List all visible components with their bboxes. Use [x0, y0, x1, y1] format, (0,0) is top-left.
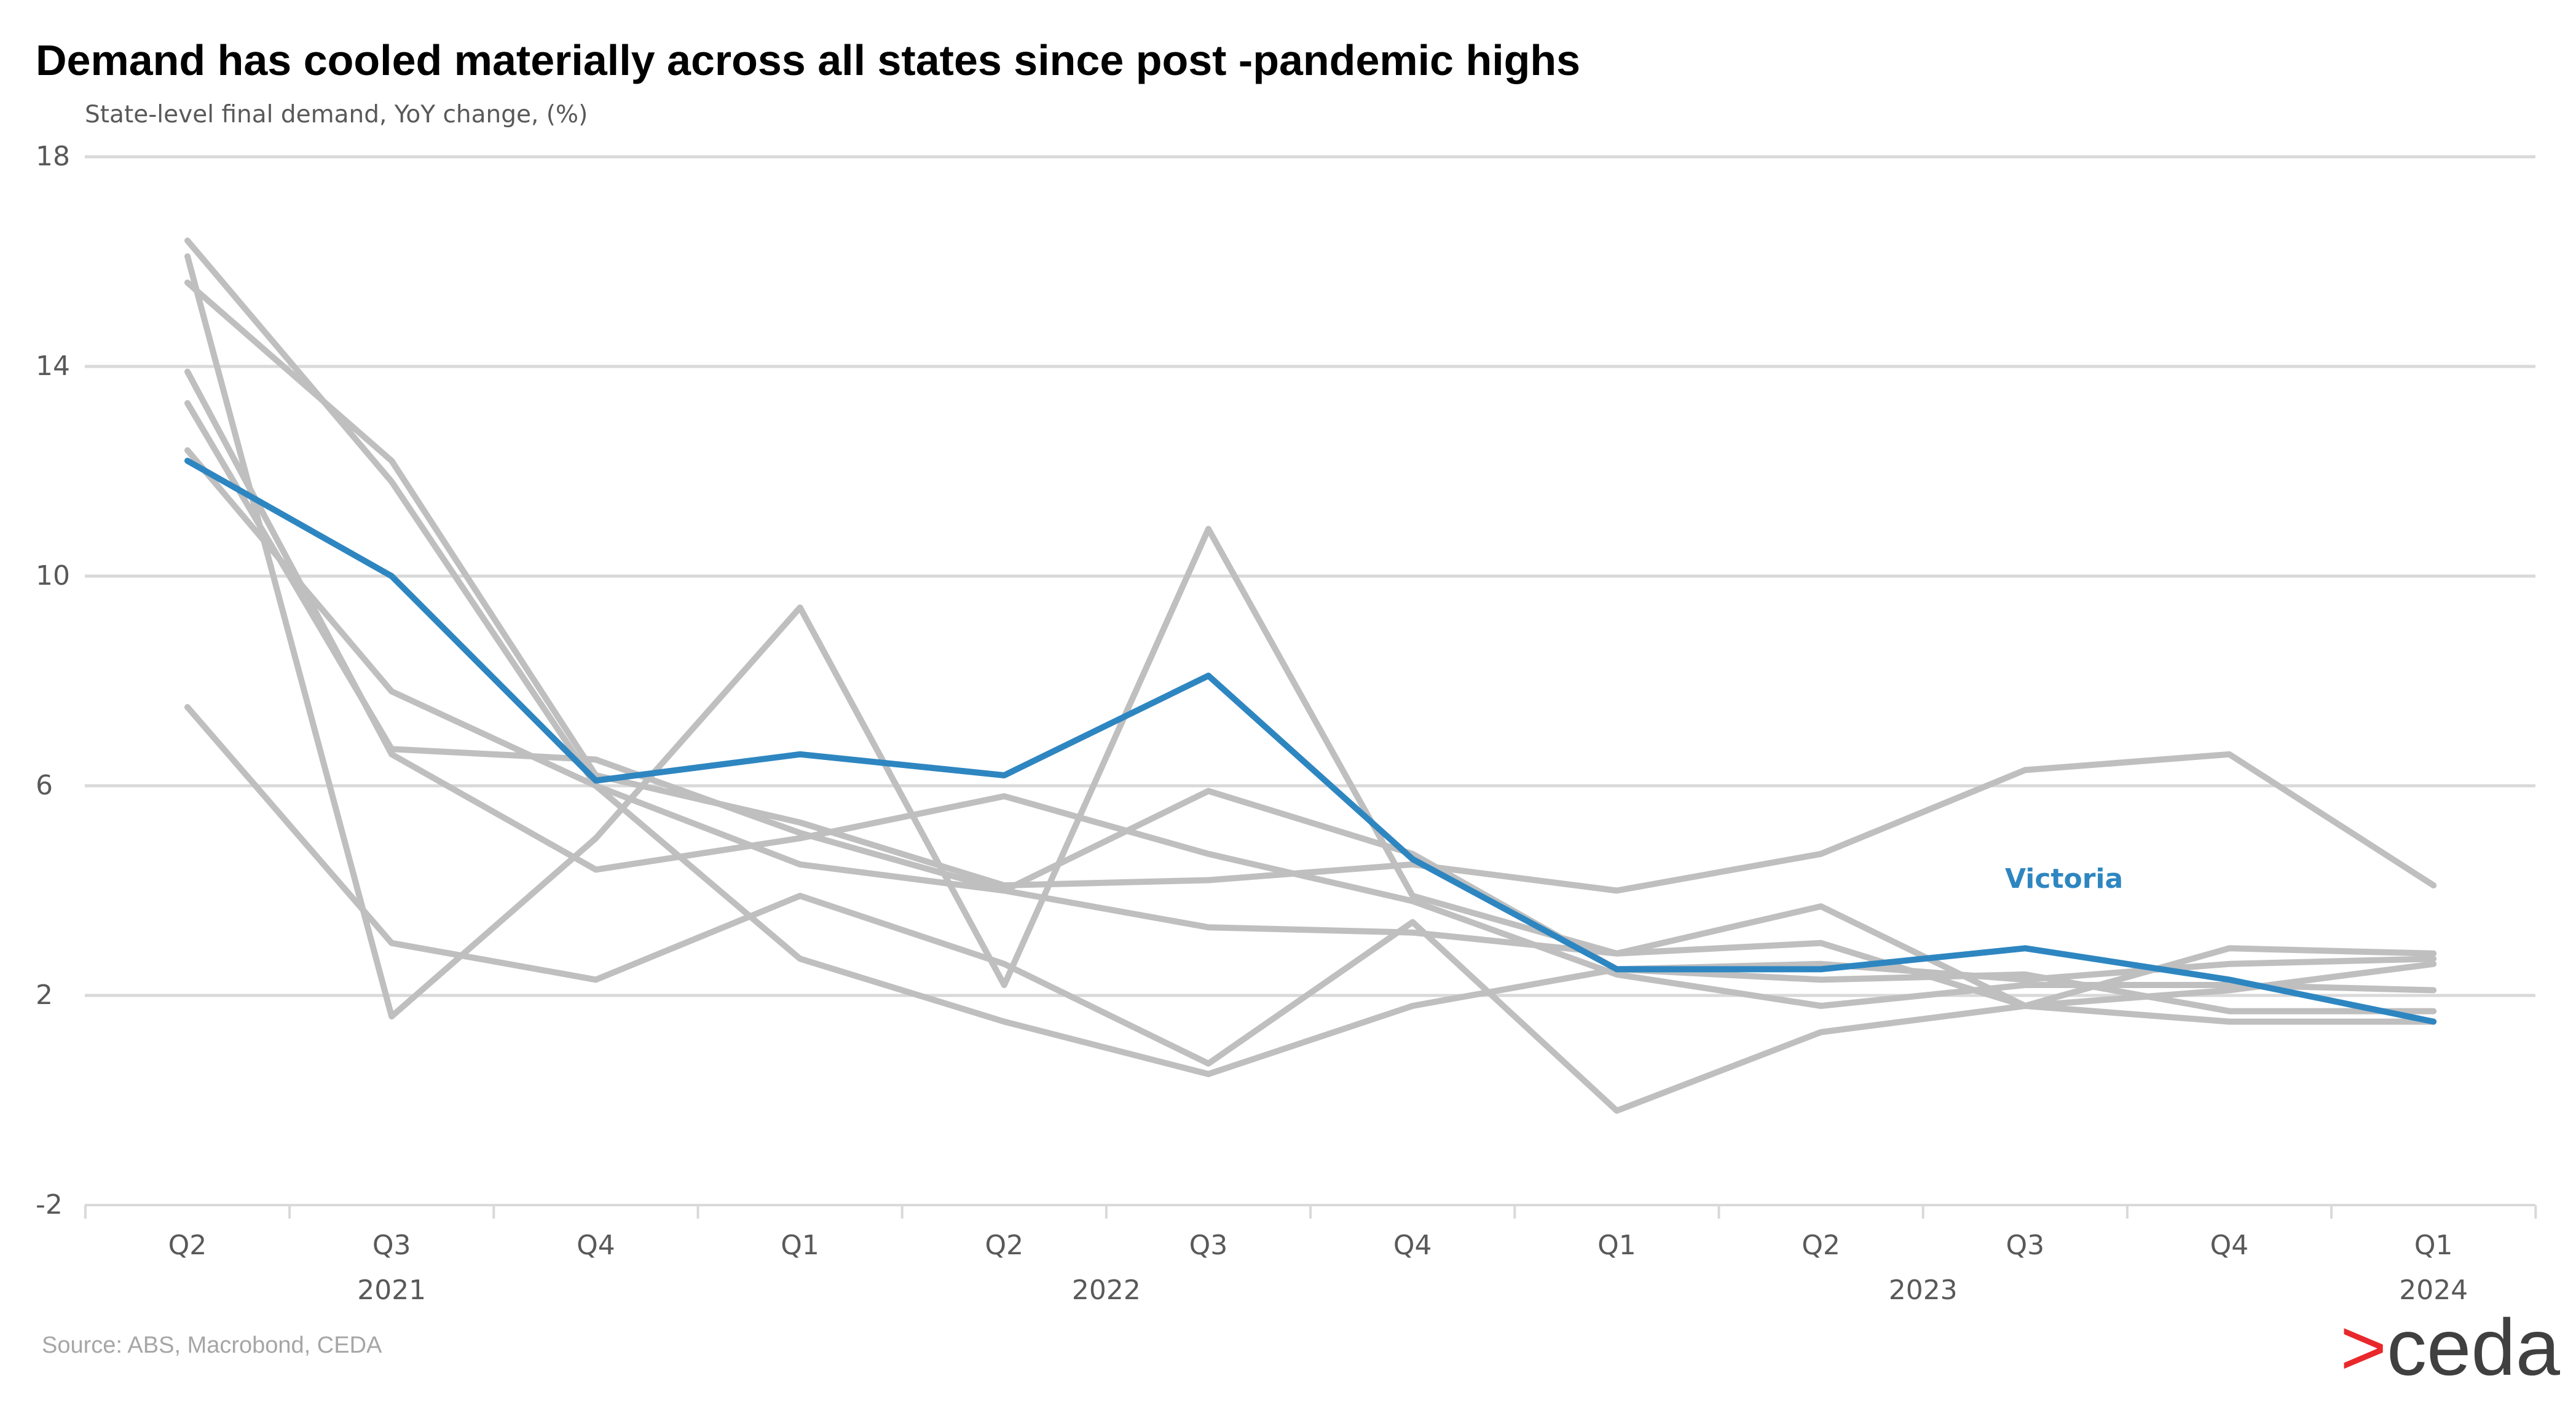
- year-label: 2022: [1072, 1275, 1141, 1306]
- y-tick-label: -2: [36, 1189, 63, 1220]
- x-tick-label: Q3: [1189, 1230, 1228, 1261]
- x-tick-label: Q1: [2414, 1230, 2453, 1261]
- series-line-state: [184, 237, 2437, 1077]
- chart-title: Demand has cooled materially across all …: [36, 36, 1580, 84]
- ceda-logo: >ceda: [2340, 1302, 2561, 1392]
- x-tick-label: Q3: [372, 1230, 411, 1261]
- series-line-state: [184, 400, 2437, 1014]
- x-tick-label: Q2: [168, 1230, 207, 1261]
- year-label: 2024: [2399, 1275, 2468, 1306]
- year-label: 2021: [357, 1275, 426, 1306]
- series-line-state: [184, 279, 2437, 894]
- series-line-state: [184, 253, 2437, 1020]
- x-tick-label: Q4: [2210, 1230, 2249, 1261]
- logo-text: ceda: [2387, 1302, 2561, 1392]
- x-tick-label: Q4: [577, 1230, 615, 1261]
- x-tick-label: Q3: [2006, 1230, 2044, 1261]
- y-tick-label: 18: [36, 141, 70, 172]
- series-line-state: [184, 704, 2437, 1114]
- x-tick-label: Q2: [985, 1230, 1023, 1261]
- y-tick-label: 6: [36, 770, 53, 801]
- logo-arrow-icon: >: [2340, 1302, 2387, 1392]
- year-label: 2023: [1889, 1275, 1958, 1306]
- series-line-state: [184, 447, 2437, 1025]
- victoria-label: Victoria: [2005, 863, 2123, 895]
- x-tick-label: Q1: [1597, 1230, 1636, 1261]
- x-tick-label: Q4: [1393, 1230, 1432, 1261]
- series-lines: [184, 237, 2437, 1114]
- y-axis-ticks: 18 14 10 6 2 -2: [36, 141, 70, 1220]
- series-line-state: [184, 368, 2437, 1009]
- y-tick-label: 2: [36, 979, 53, 1011]
- series-line-victoria: [184, 457, 2437, 1025]
- chart-subtitle: State-level final demand, YoY change, (%…: [85, 101, 588, 129]
- source-note: Source: ABS, Macrobond, CEDA: [42, 1332, 382, 1358]
- y-tick-label: 14: [36, 350, 70, 382]
- y-tick-label: 10: [36, 560, 70, 591]
- x-tick-label: Q1: [781, 1230, 819, 1261]
- x-tick-label: Q2: [1802, 1230, 1840, 1261]
- x-axis: Q2 Q3 Q4 Q1 Q2 Q3 Q4 Q1 Q2 Q3 Q4 Q1 2021 2022 2023 2024: [84, 1204, 2537, 1306]
